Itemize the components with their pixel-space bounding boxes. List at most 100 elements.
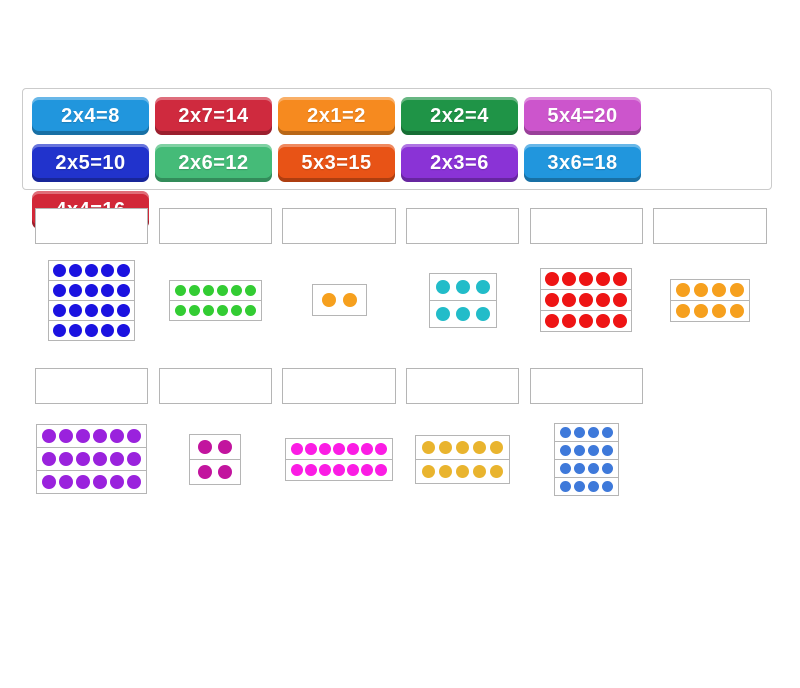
dot [559, 480, 571, 492]
dot-array-row [670, 299, 751, 322]
dot [42, 475, 57, 489]
answer-slot[interactable] [406, 368, 520, 404]
dot [117, 303, 131, 317]
dot [579, 272, 594, 286]
dot-array-row [540, 268, 633, 290]
dot [559, 444, 571, 456]
tile-tray: 2x4=8 2x7=14 2x1=2 2x2=4 5x4=20 2x5=10 2x6=12 5… [22, 88, 772, 229]
dot [475, 279, 490, 294]
dot-array-cell [653, 244, 766, 356]
dot-array-row [540, 310, 633, 332]
dot [127, 452, 142, 466]
dot [435, 279, 450, 294]
dot [730, 303, 745, 318]
dot-array-row [48, 279, 136, 301]
answer-slot[interactable] [35, 208, 149, 244]
dot-arrays-row [35, 404, 765, 514]
answer-tile[interactable]: 2x7=14 [155, 97, 272, 135]
answer-tile[interactable]: 2x5=10 [32, 144, 149, 182]
answer-slot[interactable] [158, 368, 273, 404]
answer-tile[interactable]: 2x2=4 [401, 97, 518, 135]
dot [291, 463, 304, 476]
dot [475, 306, 490, 321]
dot [347, 442, 360, 455]
dot [596, 272, 611, 286]
dot [361, 442, 374, 455]
answer-tile[interactable]: 2x3=6 [401, 144, 518, 182]
dot [375, 442, 388, 455]
answer-slot[interactable] [529, 208, 644, 244]
dot-array[interactable] [540, 268, 633, 332]
dot [93, 429, 108, 443]
dot [694, 282, 709, 297]
dot [59, 429, 74, 443]
answer-tile[interactable]: 2x6=12 [155, 144, 272, 182]
dot [174, 284, 186, 296]
dot-array[interactable] [415, 434, 511, 484]
dot [202, 304, 214, 316]
answer-tile[interactable]: 5x3=15 [278, 144, 395, 182]
dot [202, 284, 214, 296]
dot [69, 263, 83, 277]
dot [676, 282, 691, 297]
dot-array[interactable] [36, 424, 148, 494]
dot [110, 452, 125, 466]
dot-array-row [428, 299, 497, 328]
dot-array-row [189, 433, 242, 460]
dot [559, 426, 571, 438]
dot-array-row [189, 458, 242, 485]
answer-slot[interactable] [529, 368, 644, 404]
answer-slot[interactable] [35, 368, 149, 404]
dot [230, 284, 242, 296]
dot-array-cell [530, 404, 643, 514]
dot [117, 283, 131, 297]
dot-array[interactable] [189, 433, 242, 485]
dot [562, 272, 577, 286]
dot [53, 263, 67, 277]
dot [198, 464, 213, 479]
answer-slot[interactable] [158, 208, 273, 244]
dot [730, 282, 745, 297]
dot [110, 429, 125, 443]
dot-array-row [285, 437, 394, 460]
dot [490, 464, 504, 478]
dot-array[interactable] [168, 279, 262, 321]
dot-array-cell [159, 404, 272, 514]
answer-tile[interactable]: 2x4=8 [32, 97, 149, 135]
dot-array-row [48, 299, 136, 321]
answer-slot[interactable] [282, 208, 396, 244]
answer-slot[interactable] [282, 368, 396, 404]
dot-array[interactable] [553, 422, 619, 496]
dot [53, 283, 67, 297]
answer-tile[interactable]: 3x6=18 [524, 144, 641, 182]
answer-tile[interactable]: 5x4=20 [524, 97, 641, 135]
dot-array[interactable] [311, 284, 367, 316]
answer-tile[interactable]: 2x1=2 [278, 97, 395, 135]
dot [53, 323, 67, 337]
dot [676, 303, 691, 318]
dot-array[interactable] [48, 259, 136, 341]
dot [174, 304, 186, 316]
answer-slot[interactable] [653, 208, 767, 244]
dot [587, 444, 599, 456]
question-group [35, 368, 765, 514]
answer-slot[interactable] [406, 208, 520, 244]
dot [117, 263, 131, 277]
dot [321, 293, 336, 307]
dot-array[interactable] [428, 272, 497, 328]
dot [188, 284, 200, 296]
dot [455, 279, 470, 294]
dot-array-row [36, 447, 148, 471]
dot-array-row [168, 279, 262, 301]
dot-array[interactable] [670, 278, 751, 322]
dot-array-row [415, 458, 511, 484]
dot-array[interactable] [285, 437, 394, 481]
dot [562, 293, 577, 307]
dot [59, 475, 74, 489]
dot [573, 462, 585, 474]
dot-array-row [553, 422, 619, 442]
dot-array-row [553, 476, 619, 496]
dot [76, 452, 91, 466]
dot [188, 304, 200, 316]
dot-array-row [670, 278, 751, 301]
